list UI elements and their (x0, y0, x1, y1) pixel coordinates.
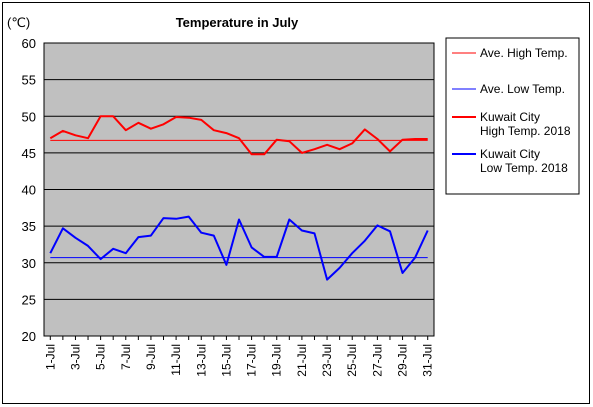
series-line-3 (49, 115, 428, 156)
series-line-4 (49, 215, 429, 281)
y-tick-label-55: 55 (22, 73, 36, 88)
unit-label: (℃) (7, 15, 30, 30)
x-tick-label-17-Jul: 17-Jul (245, 344, 259, 377)
x-tick-label-21-Jul: 21-Jul (295, 344, 309, 377)
x-tick-label-15-Jul: 15-Jul (219, 344, 233, 377)
y-tick-label-50: 50 (22, 109, 36, 124)
y-tick-label-60: 60 (22, 36, 36, 51)
x-tick-label-7-Jul: 7-Jul (119, 344, 133, 370)
x-tick-label-1-Jul: 1-Jul (43, 344, 57, 370)
y-tick-label-30: 30 (22, 256, 36, 271)
x-tick-label-19-Jul: 19-Jul (270, 344, 284, 377)
y-tick-label-40: 40 (22, 183, 36, 198)
x-tick-label-29-Jul: 29-Jul (396, 344, 410, 377)
plot-area: 20 25 30 35 40 45 50 55 60 1-Jul 3-Jul 5-Jul 7-Jul 9-… (22, 36, 435, 377)
legend-label-2: Ave. Low Temp. (480, 82, 565, 96)
legend-label-1: Ave. High Temp. (480, 46, 568, 60)
x-tick-label-13-Jul: 13-Jul (194, 344, 208, 377)
x-tick-label-9-Jul: 9-Jul (144, 344, 158, 370)
x-tick-label-25-Jul: 25-Jul (345, 344, 359, 377)
x-tick-label-27-Jul: 27-Jul (370, 344, 384, 377)
y-tick-label-35: 35 (22, 219, 36, 234)
y-tick-label-20: 20 (22, 329, 36, 344)
x-tick-label-3-Jul: 3-Jul (68, 344, 82, 370)
x-tick-label-5-Jul: 5-Jul (94, 344, 108, 370)
y-tick-label-25: 25 (22, 292, 36, 307)
x-tick-label-23-Jul: 23-Jul (320, 344, 334, 377)
chart-title: Temperature in July (176, 15, 299, 30)
legend-label-4: Kuwait City Low Temp. 2018 (480, 147, 568, 175)
x-tick-label-31-Jul: 31-Jul (421, 344, 435, 377)
y-tick-label-45: 45 (22, 146, 36, 161)
legend: Ave. High Temp. Ave. Low Temp. Kuwait City… (445, 37, 580, 195)
x-tick-label-11-Jul: 11-Jul (169, 344, 183, 376)
legend-label-3: Kuwait City High Temp. 2018 (480, 110, 571, 138)
